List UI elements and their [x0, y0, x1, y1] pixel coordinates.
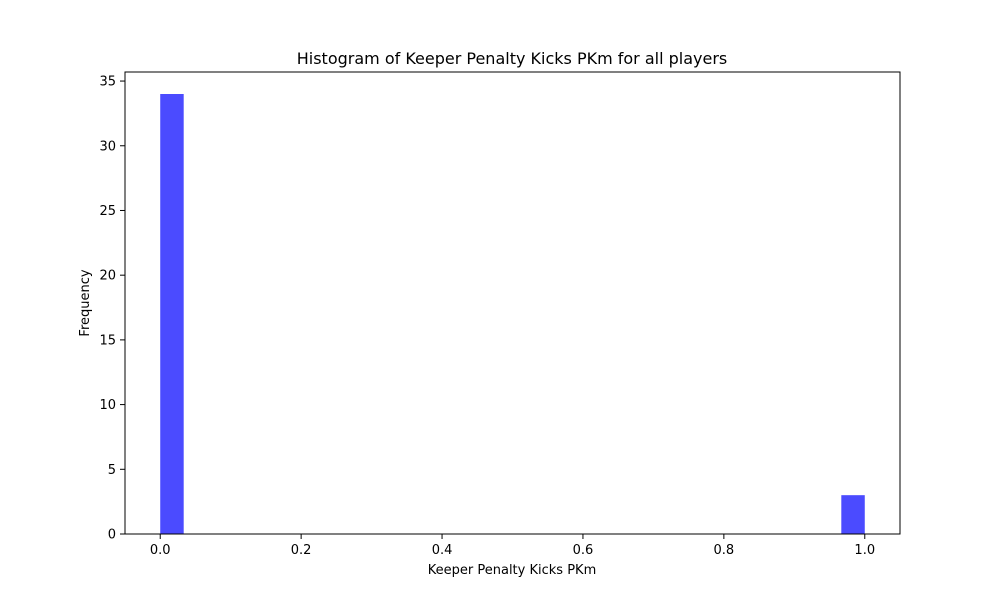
y-axis-label: Frequency	[78, 269, 93, 336]
y-axis-ticks: 0 5 10 15 20 25 30 35	[99, 75, 125, 543]
y-tick-label: 35	[99, 75, 116, 90]
y-tick-label: 15	[99, 333, 116, 348]
x-tick-label: 0.0	[150, 543, 171, 558]
y-tick-label: 25	[99, 204, 116, 219]
x-axis-label: Keeper Penalty Kicks PKm	[428, 563, 596, 578]
x-axis-ticks: 0.0 0.2 0.4 0.6 0.8 1.0	[150, 534, 875, 558]
histogram-bar-0	[160, 94, 184, 534]
bars-group	[160, 94, 865, 534]
y-tick-label: 30	[99, 139, 116, 154]
y-tick-label: 20	[99, 269, 116, 284]
x-tick-label: 0.8	[714, 543, 735, 558]
y-tick-label: 0	[108, 528, 116, 543]
y-tick-label: 10	[99, 398, 116, 413]
histogram-bar-1	[841, 495, 865, 534]
plot-frame	[124, 71, 901, 535]
x-tick-label: 0.4	[432, 543, 453, 558]
y-tick-label: 5	[108, 463, 116, 478]
x-tick-label: 0.6	[573, 543, 594, 558]
x-tick-label: 1.0	[854, 543, 875, 558]
chart-title: Histogram of Keeper Penalty Kicks PKm fo…	[297, 49, 728, 68]
x-tick-label: 0.2	[291, 543, 312, 558]
